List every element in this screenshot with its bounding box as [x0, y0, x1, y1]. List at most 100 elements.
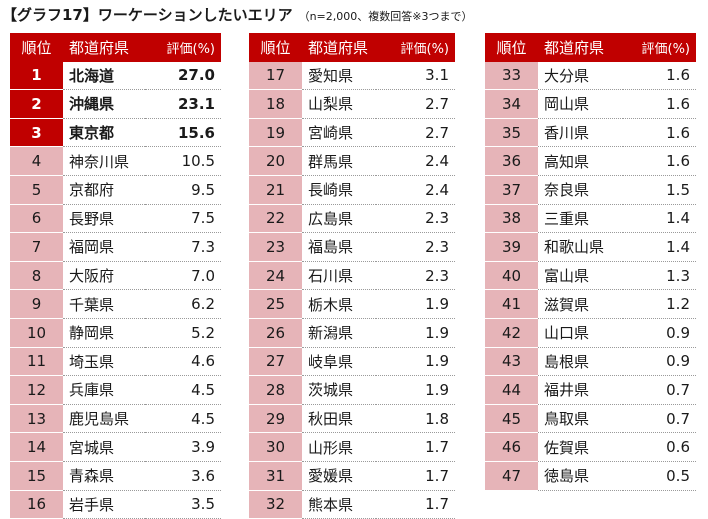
value-cell: 0.5: [623, 462, 696, 491]
rank-cell: 35: [485, 119, 538, 148]
rank-cell: 24: [249, 262, 302, 291]
rank-cell: 10: [10, 319, 63, 348]
value-cell: 7.0: [145, 262, 221, 291]
value-cell: 3.5: [145, 491, 221, 519]
value-cell: 5.2: [145, 319, 221, 348]
header-value: 評価(%): [623, 33, 696, 62]
value-cell: 7.5: [145, 205, 221, 234]
prefecture-cell: 石川県: [302, 262, 376, 291]
rank-cell: 33: [485, 62, 538, 91]
title-main: 【グラフ17】ワーケーションしたいエリア: [2, 6, 293, 24]
value-cell: 2.7: [376, 119, 455, 148]
rank-cell: 36: [485, 147, 538, 176]
rank-cell: 16: [10, 491, 63, 519]
value-cell: 27.0: [145, 62, 221, 91]
prefecture-cell: 東京都: [63, 119, 145, 148]
value-cell: 2.3: [376, 205, 455, 234]
rank-cell: 3: [10, 119, 63, 148]
value-cell: 1.8: [376, 405, 455, 434]
rank-cell: 34: [485, 90, 538, 119]
prefecture-cell: 鹿児島県: [63, 405, 145, 434]
prefecture-cell: 静岡県: [63, 319, 145, 348]
rank-cell: 19: [249, 119, 302, 148]
prefecture-cell: 埼玉県: [63, 348, 145, 377]
rank-cell: 17: [249, 62, 302, 91]
rank-cell: 7: [10, 233, 63, 262]
value-cell: 1.3: [623, 262, 696, 291]
prefecture-cell: 福井県: [538, 376, 623, 405]
rank-cell: 25: [249, 290, 302, 319]
prefecture-cell: 山梨県: [302, 90, 376, 119]
value-cell: 4.5: [145, 376, 221, 405]
prefecture-cell: 山口県: [538, 319, 623, 348]
prefecture-cell: 山形県: [302, 433, 376, 462]
rank-cell: 44: [485, 376, 538, 405]
prefecture-cell: 福島県: [302, 233, 376, 262]
prefecture-cell: 群馬県: [302, 147, 376, 176]
rank-cell: 42: [485, 319, 538, 348]
value-cell: 9.5: [145, 176, 221, 205]
rank-cell: 30: [249, 433, 302, 462]
rank-cell: 29: [249, 405, 302, 434]
value-cell: 2.3: [376, 262, 455, 291]
rank-cell: 28: [249, 376, 302, 405]
rank-cell: 6: [10, 205, 63, 234]
value-cell: 4.6: [145, 348, 221, 377]
rank-cell: 12: [10, 376, 63, 405]
value-cell: 10.5: [145, 147, 221, 176]
rank-cell: 46: [485, 433, 538, 462]
value-cell: 1.7: [376, 433, 455, 462]
rank-cell: 43: [485, 348, 538, 377]
value-cell: 2.4: [376, 176, 455, 205]
rank-cell: 18: [249, 90, 302, 119]
rank-cell: 39: [485, 233, 538, 262]
prefecture-cell: 神奈川県: [63, 147, 145, 176]
value-cell: 15.6: [145, 119, 221, 148]
value-cell: 1.4: [623, 205, 696, 234]
header-rank: 順位: [485, 33, 538, 62]
value-cell: 1.9: [376, 290, 455, 319]
header-rank: 順位: [10, 33, 63, 62]
value-cell: 0.7: [623, 405, 696, 434]
value-cell: 1.6: [623, 147, 696, 176]
title-note: （n=2,000、複数回答※3つまで）: [299, 10, 473, 23]
prefecture-cell: 岩手県: [63, 491, 145, 519]
value-cell: 3.6: [145, 462, 221, 491]
prefecture-cell: 青森県: [63, 462, 145, 491]
value-cell: 0.9: [623, 319, 696, 348]
prefecture-cell: 徳島県: [538, 462, 623, 491]
rank-cell: 47: [485, 462, 538, 491]
rank-cell: 45: [485, 405, 538, 434]
prefecture-cell: 福岡県: [63, 233, 145, 262]
prefecture-cell: 滋賀県: [538, 290, 623, 319]
rank-cell: 27: [249, 348, 302, 377]
prefecture-cell: 京都府: [63, 176, 145, 205]
rank-cell: 2: [10, 90, 63, 119]
prefecture-cell: 沖縄県: [63, 90, 145, 119]
value-cell: 1.9: [376, 376, 455, 405]
rank-cell: 38: [485, 205, 538, 234]
value-cell: 2.7: [376, 90, 455, 119]
